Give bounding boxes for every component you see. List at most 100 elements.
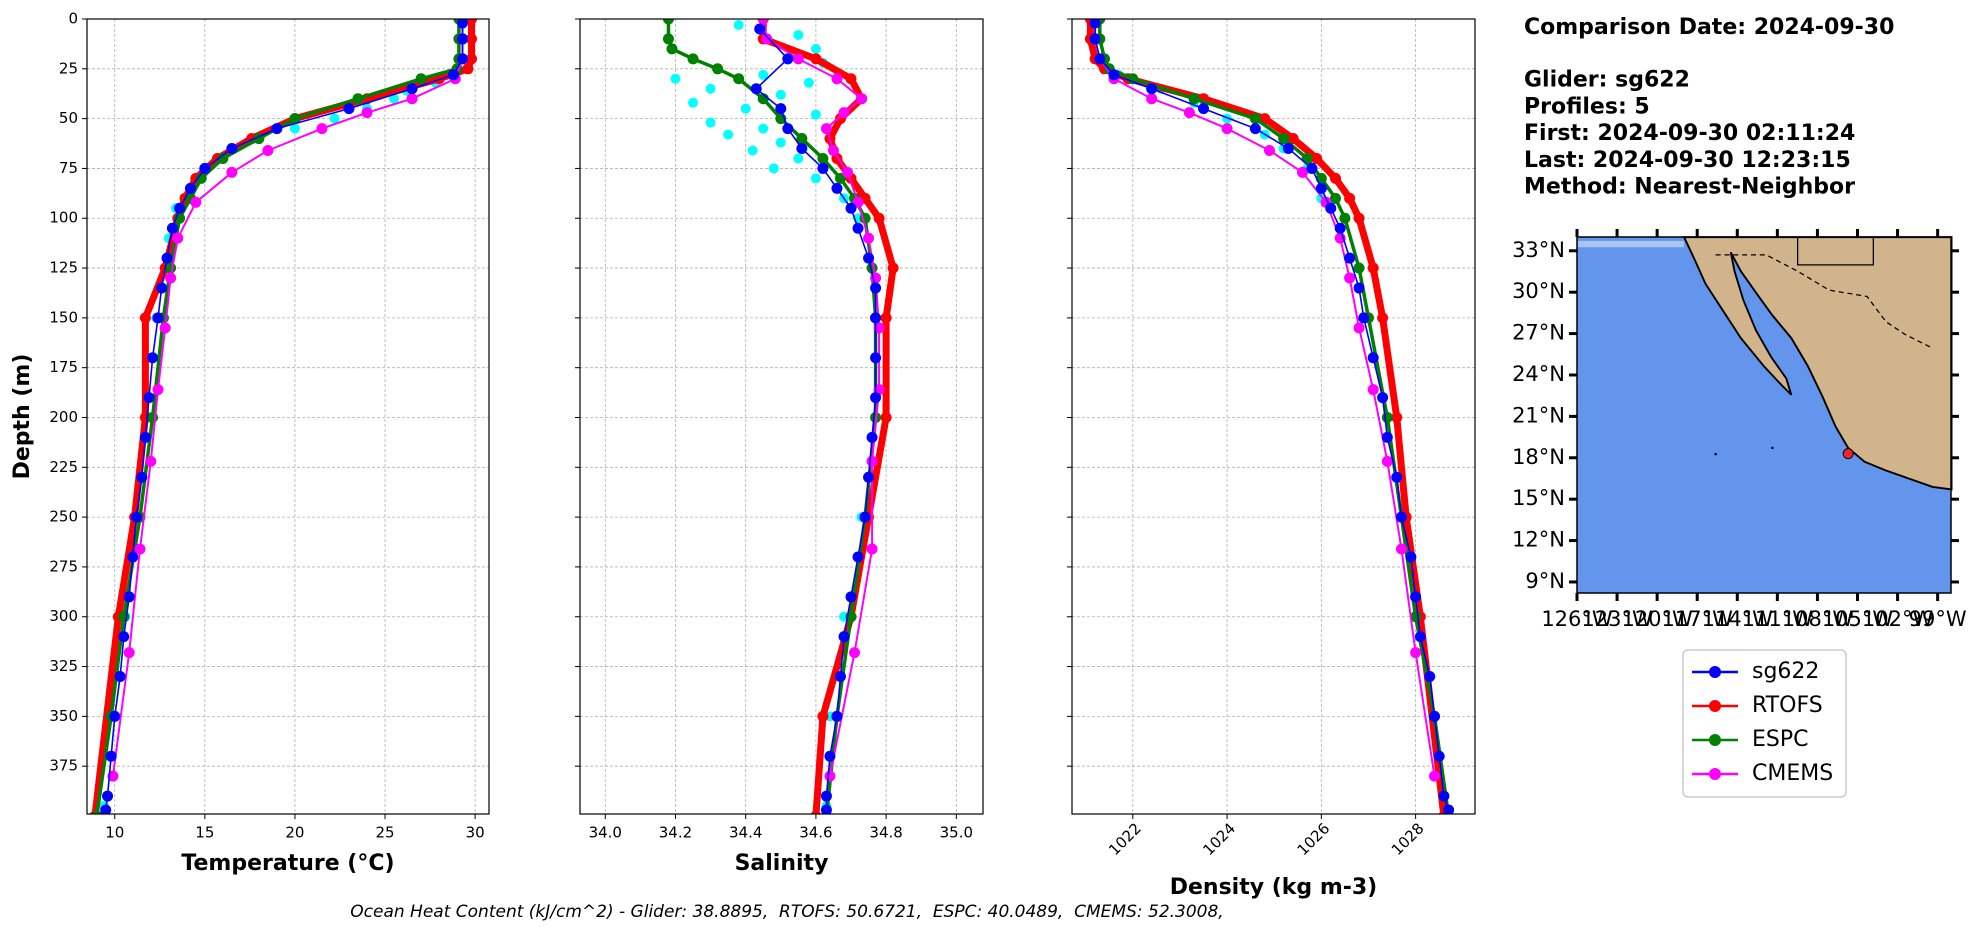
x-tick-label: 1026 [1294,819,1334,859]
profile-point [1377,312,1389,324]
profile-point [118,631,130,643]
legend-marker [1709,768,1721,780]
y-tick-label: 25 [59,59,78,77]
profile-point [466,19,478,25]
sample-point [768,163,779,174]
map-y-tick-label: 18°N [1512,445,1565,469]
profile-point [123,591,135,603]
profile-point [1089,19,1101,29]
profile-point [174,202,186,214]
profile-point [1311,152,1323,164]
profile-point [1367,262,1379,274]
y-tick-label: 225 [49,458,78,476]
profile-point [845,202,857,214]
profile-point [733,73,745,85]
profile-point [100,804,112,814]
profile-point [887,262,899,274]
x-tick-label: 10 [105,824,124,842]
profile-point [361,107,373,119]
profile-point [165,272,177,284]
profile-point [159,322,171,334]
profile-point [1146,93,1158,105]
y-tick-label: 175 [49,358,78,376]
profile-point [1414,631,1426,643]
profile-point [1146,83,1158,95]
y-tick-label: 375 [49,757,78,775]
sample-point [733,19,744,30]
profile-point [152,312,164,324]
profile-point [1358,312,1370,324]
x-axis-label: Temperature (°C) [181,851,394,876]
profile-point [856,93,868,105]
profile-point [880,411,892,423]
profile-point [114,671,126,683]
map-y-tick-label: 15°N [1512,486,1565,510]
sample-point [389,93,400,104]
profile-point [666,43,678,55]
y-tick-label: 50 [59,109,78,127]
y-tick-label: 200 [49,408,78,426]
profile-point [792,53,804,65]
profile-point [841,166,853,178]
profile-point [139,312,151,324]
profile-point [1306,162,1318,174]
profile-point [1381,455,1393,467]
y-tick-label: 75 [59,159,78,177]
x-tick-label: 34.4 [729,824,762,842]
info-line: Last: 2024-09-30 12:23:15 [1524,148,1851,173]
sample-point [793,153,804,164]
map-y-tick-label: 12°N [1512,528,1565,552]
profile-point [1353,262,1365,274]
profile-point [466,33,478,45]
profile-point [457,19,469,29]
profile-point [457,53,469,65]
profile-point [195,172,207,184]
profile-point [130,511,142,523]
profile-point [1367,384,1379,396]
legend-box [1682,649,1847,798]
profile-point [859,511,871,523]
map-x-tick-label: 99°W [1909,607,1967,631]
plot-frame [86,18,490,815]
sample-point [793,29,804,40]
profile-point [1315,182,1327,194]
info-line: First: 2024-09-30 02:11:24 [1524,121,1855,146]
map-x-tick-label: 114°W [1702,607,1774,631]
y-tick-label: 125 [49,259,78,277]
profile-point [1183,107,1195,119]
profile-point [761,33,773,45]
profile-point [824,750,836,762]
plot-frame [1071,18,1476,815]
profile-point [1395,511,1407,523]
sample-point [810,109,821,120]
profile-point [1410,647,1422,659]
plot-frame [579,18,984,815]
profile-point [226,166,238,178]
profile-point [1353,212,1365,224]
profile-point [712,63,724,75]
y-tick-label: 275 [49,557,78,575]
profile-point [448,69,460,81]
sample-point [775,137,786,148]
profile-point [1443,804,1455,814]
profile-point [161,252,173,264]
profile-point [870,312,882,324]
sample-point [810,43,821,54]
profile-line [104,22,464,811]
profile-point [820,804,832,814]
profile-point [109,710,121,722]
info-line: Method: Nearest-Neighbor [1524,175,1855,200]
profile-point [1344,272,1356,284]
x-axis-label: Density (kg m-3) [1170,875,1378,900]
profile-point [1249,123,1261,135]
profile-point [849,647,861,659]
profile-point [820,790,832,802]
y-tick-label: 350 [49,707,78,725]
profile-point [1329,192,1341,204]
map-x-tick-label: 111°W [1742,607,1814,631]
profile-point [262,145,274,157]
profile-point [834,671,846,683]
profile-point [1329,172,1341,184]
profile-point [466,53,478,65]
sample-point [705,83,716,94]
